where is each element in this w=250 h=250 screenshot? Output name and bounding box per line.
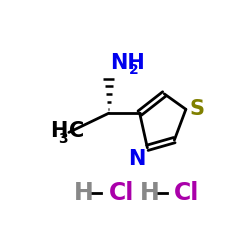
Text: H: H [140,181,160,205]
Text: 2: 2 [129,63,139,77]
Text: Cl: Cl [109,181,134,205]
Text: H: H [50,121,67,141]
Text: 3: 3 [58,132,67,145]
Text: S: S [190,99,205,119]
Text: H: H [74,181,94,205]
Text: N: N [128,149,145,169]
Text: NH: NH [110,53,145,73]
Text: Cl: Cl [174,181,200,205]
Text: C: C [69,121,84,141]
